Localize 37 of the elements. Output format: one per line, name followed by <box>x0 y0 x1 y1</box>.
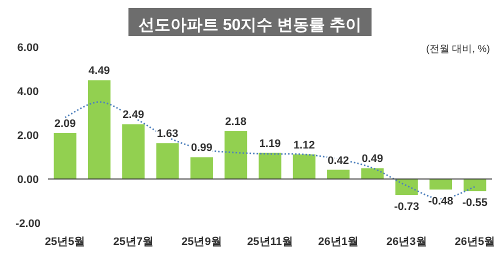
data-label: 4.49 <box>88 65 110 78</box>
data-label: 2.18 <box>225 116 247 128</box>
bar <box>122 124 145 179</box>
bar <box>395 179 418 196</box>
annotation: (전월 대비, %) <box>426 44 490 55</box>
y-tick-label: 2.00 <box>17 130 39 142</box>
x-tick-label: 26년3월 <box>386 236 427 248</box>
bar <box>430 179 452 190</box>
y-tick-label: -2.00 <box>15 218 41 230</box>
bar <box>156 143 179 179</box>
bar <box>224 131 248 179</box>
x-tick-label: 26년1월 <box>318 236 358 248</box>
data-label: 1.19 <box>259 138 281 150</box>
bar <box>327 170 350 179</box>
data-label: 1.12 <box>293 139 315 152</box>
data-label: 2.09 <box>54 118 76 130</box>
y-tick-label: 4.00 <box>17 86 39 98</box>
x-tick-label: 25년7월 <box>113 236 154 248</box>
x-tick-label: 26년5월 <box>454 236 496 248</box>
x-tick-label: 25년9월 <box>182 236 222 248</box>
bar <box>88 80 110 179</box>
x-tick-label: 25년11월 <box>247 236 293 248</box>
bar <box>361 168 384 179</box>
bar <box>464 179 486 192</box>
x-tick-label: 25년5월 <box>44 236 86 248</box>
bar <box>258 152 282 179</box>
data-label: -0.55 <box>462 197 488 210</box>
data-label: 0.49 <box>362 153 384 166</box>
bar <box>54 133 76 179</box>
y-tick-label: 6.00 <box>17 42 39 54</box>
data-label: 0.42 <box>328 154 350 167</box>
bar <box>292 154 316 179</box>
chart-title: 선도아파트 50지수 변동률 추이 <box>138 17 362 34</box>
bar <box>190 157 213 179</box>
data-label: -0.48 <box>428 196 454 208</box>
y-tick-label: 0.00 <box>17 174 39 186</box>
data-label: -0.73 <box>394 201 420 214</box>
